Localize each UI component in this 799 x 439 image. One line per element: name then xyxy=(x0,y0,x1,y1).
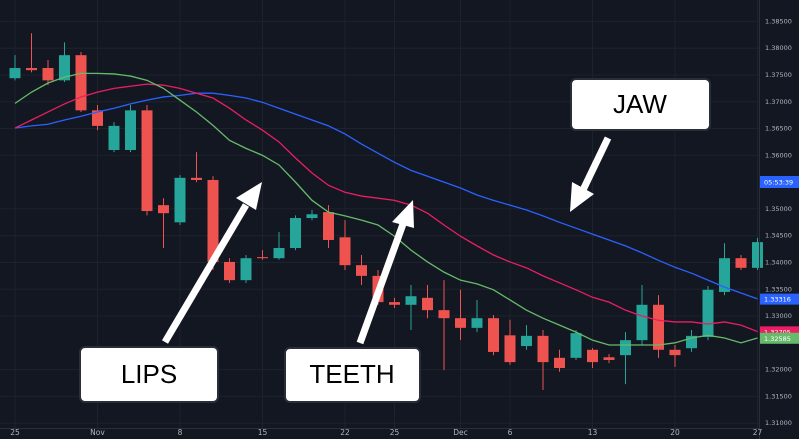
y-tick-label: 1.38000 xyxy=(765,44,792,52)
price-tag-label: 1.33316 xyxy=(764,296,791,304)
candle-body xyxy=(207,179,219,262)
candle-body xyxy=(141,110,153,212)
y-tick-label: 1.38500 xyxy=(765,17,792,25)
y-tick-label: 1.31500 xyxy=(765,392,792,400)
y-tick-label: 1.37000 xyxy=(765,98,792,106)
annotation: TEETH xyxy=(309,359,394,389)
candle-body xyxy=(356,265,367,276)
y-tick-label: 1.34000 xyxy=(765,258,792,266)
x-tick-label: 8 xyxy=(178,428,183,437)
candle-body xyxy=(521,335,532,347)
candle-body xyxy=(75,55,87,111)
candle-body xyxy=(125,110,136,150)
countdown: 05:53:39 xyxy=(764,179,793,187)
candle-body xyxy=(290,218,301,249)
annotation-box xyxy=(284,347,421,403)
x-tick-label: 22 xyxy=(340,428,350,437)
candle-body xyxy=(554,357,565,369)
candle-body xyxy=(389,302,400,305)
arrow-lips xyxy=(161,203,250,344)
x-tick-label: Nov xyxy=(90,428,105,437)
y-tick-label: 1.32000 xyxy=(765,366,792,374)
candle-body xyxy=(224,261,235,281)
y-tick-label: 1.33000 xyxy=(765,312,792,320)
arrow-head xyxy=(236,182,262,210)
candle-body xyxy=(504,335,516,363)
y-tick-label: 1.37500 xyxy=(765,71,792,79)
y-tick-label: 1.36500 xyxy=(765,125,792,133)
candle-body xyxy=(191,177,202,180)
x-tick-label: 20 xyxy=(670,428,680,437)
x-tick-label: 15 xyxy=(258,428,268,437)
price-tag-label: 1.32705 xyxy=(764,328,791,336)
annotation-box xyxy=(570,78,711,131)
x-tick-label: 6 xyxy=(508,428,513,437)
y-tick-label: 1.35000 xyxy=(765,205,792,213)
candle-body xyxy=(405,296,417,305)
price-tag xyxy=(760,332,799,344)
candle-body xyxy=(537,335,549,363)
x-tick-label: 27 xyxy=(753,428,763,437)
y-tick-label: 1.36000 xyxy=(765,151,792,159)
price-tag xyxy=(760,293,799,305)
candle-body xyxy=(26,68,37,71)
candle-body xyxy=(323,212,334,240)
candle-body xyxy=(108,125,120,150)
countdown-tag xyxy=(760,176,799,188)
annotation: LIPS xyxy=(121,359,177,389)
candle-body xyxy=(257,257,268,259)
indicator-line xyxy=(14,92,758,300)
candle-body xyxy=(620,340,631,356)
x-tick-label: 13 xyxy=(588,428,598,437)
candle-body xyxy=(603,357,615,360)
annotation: JAW xyxy=(613,89,667,119)
candle-body xyxy=(488,318,499,352)
candle-body xyxy=(735,258,747,268)
candle-body xyxy=(422,297,433,311)
candle-body xyxy=(306,214,318,219)
candle-body xyxy=(9,68,21,79)
price-tag xyxy=(760,326,799,338)
candle-body xyxy=(438,310,450,319)
candle-body xyxy=(174,177,186,223)
price-tag-label: 1.32585 xyxy=(764,335,791,343)
arrow-head xyxy=(392,200,414,228)
candle-body xyxy=(669,349,681,356)
candle-body xyxy=(59,55,70,81)
candle-body xyxy=(471,318,483,328)
x-tick-label: 25 xyxy=(390,428,400,437)
candle-body xyxy=(636,304,648,341)
annotation-box xyxy=(79,346,219,403)
y-tick-label: 1.34500 xyxy=(765,232,792,240)
candle-body xyxy=(570,333,582,358)
candle-body xyxy=(587,349,598,363)
candle-body xyxy=(653,304,664,350)
plot-area xyxy=(9,33,763,390)
arrow-jaw xyxy=(579,136,612,192)
arrows xyxy=(161,136,612,345)
candle-body xyxy=(339,237,351,266)
candle-body xyxy=(158,205,169,214)
x-tick-label: Dec xyxy=(453,428,468,437)
y-tick-label: 1.33500 xyxy=(765,285,792,293)
x-tick-label: 25 xyxy=(10,428,20,437)
candle-body xyxy=(273,248,285,259)
indicator-line xyxy=(14,83,758,333)
candle-body xyxy=(719,258,730,292)
candle-body xyxy=(42,68,54,81)
candle-body xyxy=(240,258,252,281)
candle-body xyxy=(752,242,763,268)
candle-body xyxy=(92,110,103,126)
arrow-teeth xyxy=(356,222,407,345)
indicator-line xyxy=(14,72,758,346)
candle-body xyxy=(455,318,466,328)
candle-body xyxy=(702,289,714,337)
candle-body xyxy=(686,335,697,349)
arrow-head xyxy=(570,182,594,212)
y-tick-label: 1.31000 xyxy=(765,419,792,427)
